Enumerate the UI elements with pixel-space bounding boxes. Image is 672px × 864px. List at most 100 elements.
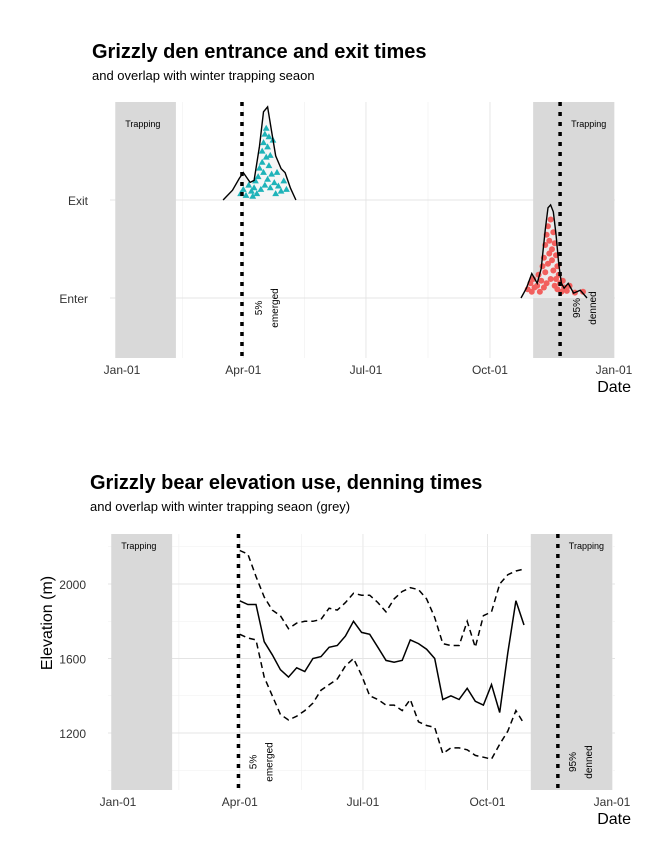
y-tick-labels: Enter Exit — [59, 194, 88, 306]
vline-label: 5% emerged — [254, 288, 281, 327]
exit-point — [258, 147, 266, 154]
denning-vlines: 5% emerged 95% denned — [240, 102, 599, 358]
exit-point — [253, 190, 261, 197]
trapping-label: Trapping — [571, 119, 606, 129]
exit-point — [264, 143, 271, 150]
exit-point — [248, 187, 255, 194]
exit-point — [273, 168, 281, 175]
trapping-region — [111, 534, 173, 790]
enter-point — [548, 246, 555, 253]
exit-point — [260, 139, 267, 146]
y-tick-label: Exit — [68, 194, 89, 208]
enter-point — [542, 269, 549, 276]
y-axis-title: Elevation (m) — [39, 576, 56, 670]
y-tick-label: 1600 — [59, 653, 86, 667]
exit-point — [245, 181, 253, 188]
exit-point — [283, 185, 290, 192]
exit-point — [265, 162, 273, 169]
vline-pct: 95% — [572, 298, 583, 318]
exit-point — [252, 177, 259, 184]
x-tick-label: Jan-01 — [596, 363, 633, 377]
x-tick-label: Oct-01 — [472, 363, 508, 377]
exit-point — [261, 181, 269, 188]
enter-point — [548, 257, 555, 264]
exit-point — [280, 177, 288, 184]
exit-point — [257, 185, 265, 192]
exit-point — [262, 124, 270, 131]
chart-title: Grizzly bear elevation use, denning time… — [90, 472, 482, 494]
trapping-label: Trapping — [121, 541, 156, 551]
exit-point — [261, 130, 269, 137]
vline-text: emerged — [270, 288, 281, 327]
enter-point — [546, 237, 553, 244]
trapping-region — [115, 102, 176, 358]
trapping-shading: Trapping Trapping — [111, 534, 612, 790]
vline-label: 5% emerged — [248, 742, 275, 781]
elevation-lines — [239, 549, 525, 760]
vline-pct: 5% — [248, 755, 259, 770]
exit-point — [266, 151, 274, 158]
exit-point — [239, 185, 247, 192]
x-axis-title: Date — [597, 811, 631, 828]
y-tick-label: Enter — [59, 292, 88, 306]
vline-pct: 95% — [568, 752, 579, 772]
chart-subtitle: and overlap with winter trapping seaon — [92, 68, 315, 83]
trapping-shading: Trapping Trapping — [115, 102, 614, 358]
enter-point — [563, 287, 570, 294]
chart-title: Grizzly den entrance and exit times — [92, 41, 427, 63]
exit-point — [274, 182, 282, 189]
vline-label: 95% denned — [572, 291, 599, 324]
y-tick-label: 1200 — [59, 727, 86, 741]
vline-pct: 5% — [254, 301, 265, 316]
trapping-label: Trapping — [569, 541, 604, 551]
vline-label: 95% denned — [568, 745, 595, 778]
y-tick-labels: 1200 1600 2000 — [59, 578, 86, 741]
exit-point — [266, 184, 274, 191]
enter-point — [550, 267, 557, 274]
exit-point — [270, 179, 278, 186]
x-tick-label: Jan-01 — [100, 795, 137, 809]
exit-point — [242, 191, 250, 198]
upper-elevation-line — [239, 549, 525, 651]
trapping-label: Trapping — [125, 119, 160, 129]
vline-text: denned — [584, 745, 595, 778]
exit-point — [265, 133, 273, 140]
enter-point — [539, 263, 546, 270]
exit-point — [250, 184, 258, 191]
x-tick-label: Jul-01 — [347, 795, 380, 809]
x-tick-label: Jul-01 — [350, 363, 383, 377]
mean-elevation-line — [239, 600, 525, 713]
enter-point — [547, 276, 554, 282]
vline-text: emerged — [264, 742, 275, 781]
exit-point — [249, 192, 257, 199]
enter-point — [536, 288, 543, 295]
exit-point — [268, 170, 276, 177]
exit-point — [254, 173, 262, 180]
x-tick-label: Apr-01 — [222, 795, 258, 809]
enter-point — [543, 280, 550, 287]
x-axis-title: Date — [597, 379, 631, 396]
enter-point — [547, 216, 554, 223]
exit-point — [262, 153, 270, 160]
enter-point — [534, 282, 541, 289]
enter-point — [550, 229, 557, 236]
exit-point — [272, 190, 280, 197]
denning-vlines: 5% emerged 95% denned — [236, 534, 595, 790]
lower-elevation-line — [239, 633, 525, 760]
exit-point — [264, 175, 271, 182]
exit-density-line — [222, 105, 297, 201]
x-tick-label: Jan-01 — [594, 795, 631, 809]
vline-text: denned — [588, 291, 599, 324]
exit-point — [260, 168, 267, 175]
enter-point — [579, 288, 586, 295]
chart-subtitle: and overlap with winter trapping seaon (… — [90, 499, 350, 514]
x-tick-labels: Jan-01 Apr-01 Jul-01 Oct-01 Jan-01 — [104, 363, 633, 377]
y-tick-label: 2000 — [59, 578, 86, 592]
x-tick-label: Apr-01 — [225, 363, 261, 377]
den-times-panel: Grizzly den entrance and exit times and … — [59, 41, 632, 396]
x-tick-label: Jan-01 — [104, 363, 141, 377]
exit-point — [277, 187, 285, 194]
density-marks — [222, 105, 588, 299]
enter-density-line — [520, 203, 588, 299]
